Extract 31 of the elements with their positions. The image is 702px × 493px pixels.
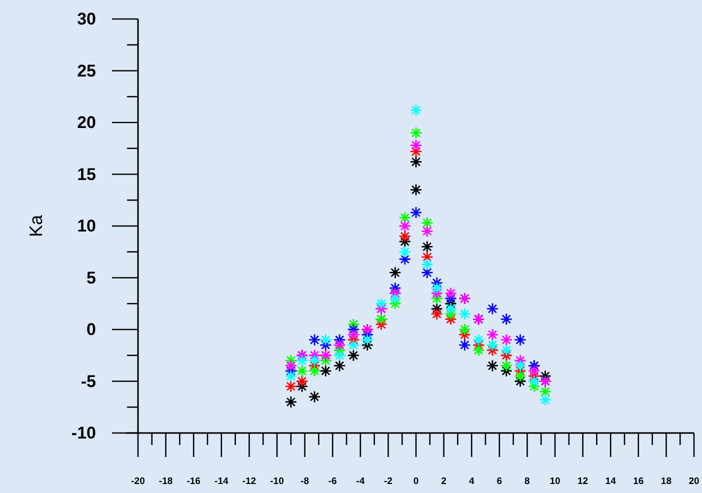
x-tick-label: -16 — [186, 476, 200, 487]
x-tick-label: 16 — [633, 476, 644, 487]
x-tick-label: 8 — [524, 476, 530, 487]
x-tick-label: 14 — [605, 476, 617, 487]
y-tick-label: 30 — [77, 10, 96, 28]
x-tick-label: 10 — [550, 476, 560, 487]
x-tick-label: -12 — [242, 476, 256, 487]
x-tick-label: 0 — [413, 476, 419, 487]
x-tick-label: -18 — [158, 476, 173, 487]
x-tick-label: 20 — [688, 476, 700, 487]
y-tick-label: 20 — [77, 113, 96, 132]
x-tick-label: 4 — [468, 476, 475, 487]
x-tick-label: -10 — [270, 476, 284, 487]
x-tick-label: -8 — [300, 476, 310, 487]
y-tick-label: 0 — [86, 320, 96, 339]
x-tick-label: 18 — [660, 476, 672, 487]
y-axis-title: Ka — [26, 214, 46, 238]
y-tick-label: 10 — [77, 216, 96, 236]
x-tick-label: 2 — [441, 476, 446, 487]
y-tick-label: 25 — [77, 61, 96, 80]
x-tick-label: -6 — [328, 476, 337, 487]
x-tick-label: 12 — [578, 476, 588, 487]
x-tick-label: -20 — [131, 476, 145, 487]
x-tick-label: -14 — [214, 476, 229, 487]
x-tick-label: -2 — [384, 476, 392, 487]
x-tick-label: -4 — [356, 476, 366, 487]
y-tick-label: -10 — [71, 424, 96, 442]
y-tick-label: -5 — [80, 372, 96, 391]
x-tick-label: 6 — [496, 476, 502, 487]
y-tick-label: 15 — [77, 164, 96, 184]
y-tick-label: 5 — [86, 268, 96, 288]
